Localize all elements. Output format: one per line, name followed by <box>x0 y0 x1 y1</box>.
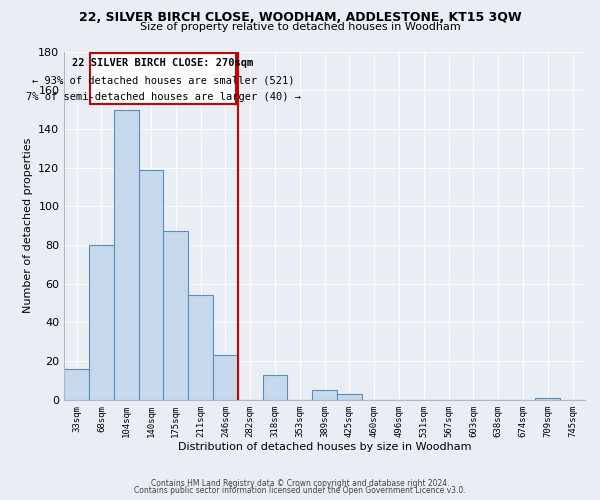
Bar <box>312 390 337 400</box>
Text: Contains HM Land Registry data © Crown copyright and database right 2024.: Contains HM Land Registry data © Crown c… <box>151 478 449 488</box>
X-axis label: Distribution of detached houses by size in Woodham: Distribution of detached houses by size … <box>178 442 472 452</box>
Bar <box>535 398 560 400</box>
Bar <box>114 110 139 400</box>
Bar <box>89 245 114 400</box>
Text: ← 93% of detached houses are smaller (521): ← 93% of detached houses are smaller (52… <box>32 76 295 86</box>
Bar <box>263 374 287 400</box>
Bar <box>213 356 238 400</box>
Text: Size of property relative to detached houses in Woodham: Size of property relative to detached ho… <box>140 22 460 32</box>
Text: 7% of semi-detached houses are larger (40) →: 7% of semi-detached houses are larger (4… <box>26 92 301 102</box>
Text: 22 SILVER BIRCH CLOSE: 270sqm: 22 SILVER BIRCH CLOSE: 270sqm <box>73 58 254 68</box>
Bar <box>64 369 89 400</box>
Bar <box>163 232 188 400</box>
Bar <box>337 394 362 400</box>
Bar <box>139 170 163 400</box>
FancyBboxPatch shape <box>90 54 236 104</box>
Text: Contains public sector information licensed under the Open Government Licence v3: Contains public sector information licen… <box>134 486 466 495</box>
Y-axis label: Number of detached properties: Number of detached properties <box>23 138 33 314</box>
Bar <box>188 296 213 400</box>
Text: 22, SILVER BIRCH CLOSE, WOODHAM, ADDLESTONE, KT15 3QW: 22, SILVER BIRCH CLOSE, WOODHAM, ADDLEST… <box>79 11 521 24</box>
